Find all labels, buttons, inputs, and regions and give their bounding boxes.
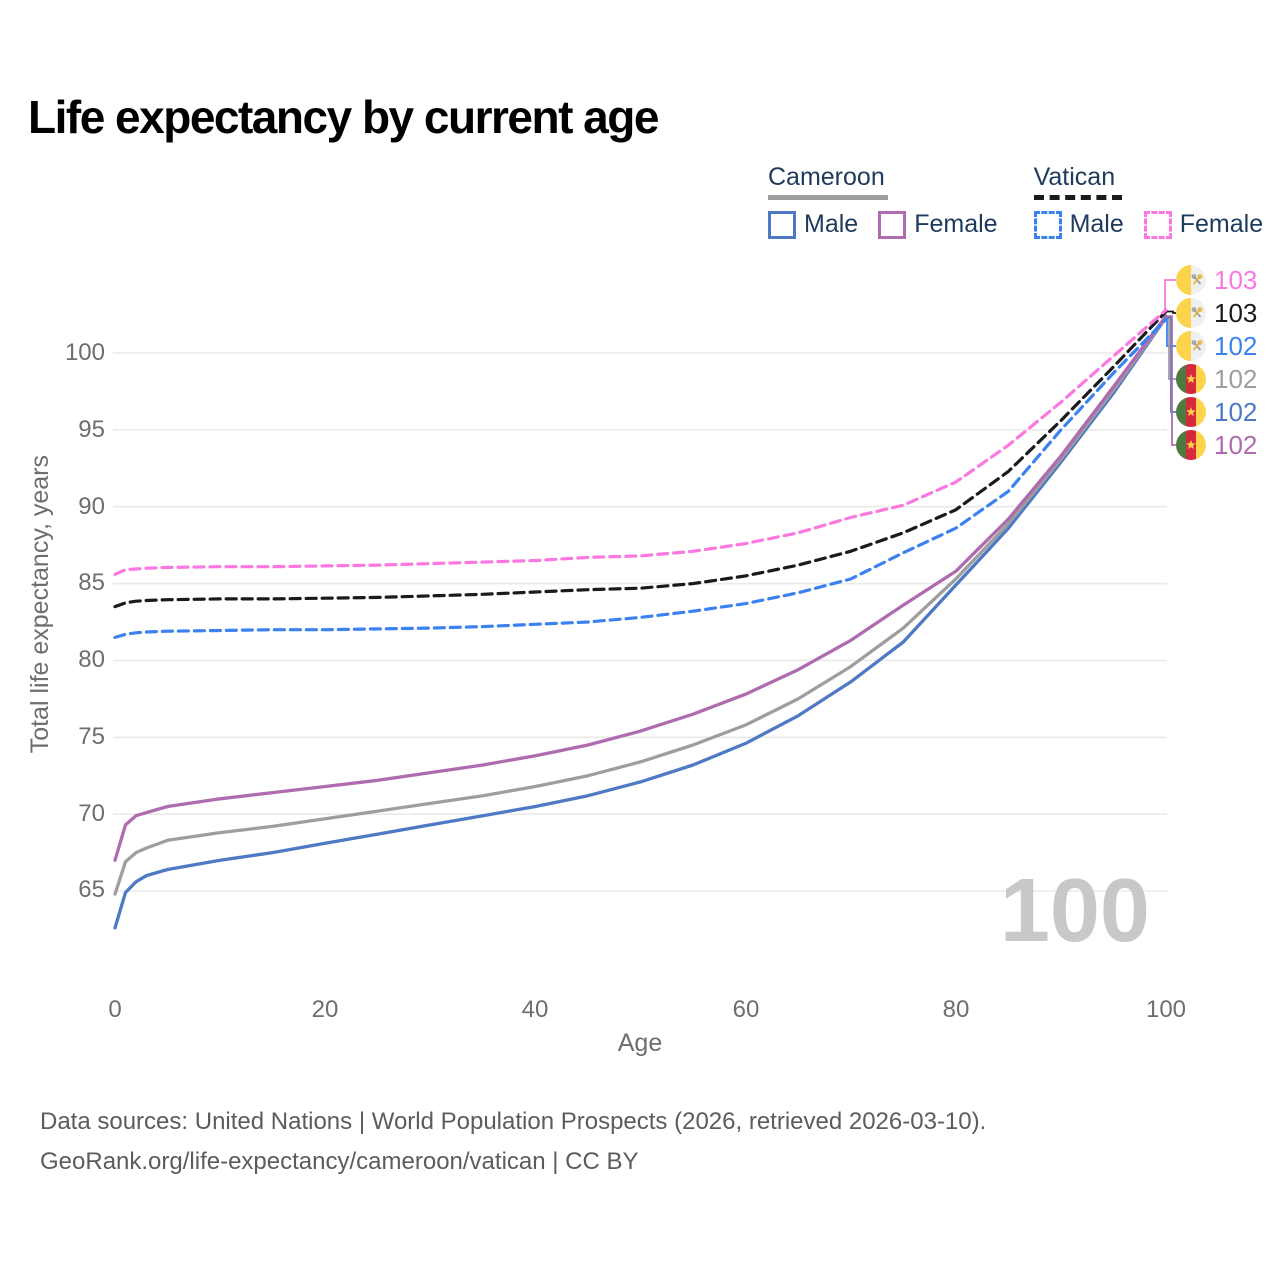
legend-group-title-cameroon: Cameroon	[768, 163, 885, 191]
y-tick-label: 65	[78, 876, 105, 903]
y-tick-label: 95	[78, 416, 105, 443]
y-tick-label: 70	[78, 800, 105, 827]
end-label-cameroon-combined: 102	[1176, 363, 1257, 395]
legend-swatch-solid-female-icon	[878, 210, 907, 239]
cameroon_female-connector	[1164, 315, 1176, 446]
legend-item-label: Female	[1179, 210, 1264, 238]
legend-item-cameroon-male[interactable]: Male	[768, 210, 858, 239]
cameroon_combined-connector	[1164, 315, 1176, 380]
vatican_female-line	[113, 308, 1168, 576]
cameroon-flag-icon	[1176, 364, 1206, 394]
y-tick-label: 80	[78, 646, 105, 673]
legend-item-vatican-male[interactable]: Male	[1033, 210, 1124, 239]
vatican-flag-icon	[1176, 298, 1206, 328]
legend-line-sample-solid	[768, 195, 888, 200]
end-label-vatican-male: 102	[1176, 330, 1257, 362]
legend-group-vatican: Vatican Male Female	[1033, 163, 1264, 239]
vatican-flag-icon	[1176, 331, 1206, 361]
end-label-value: 103	[1214, 297, 1258, 328]
y-tick-label: 85	[78, 569, 105, 596]
vatican_combined-connector	[1164, 310, 1176, 314]
end-label-cameroon-female: 102	[1176, 429, 1257, 461]
legend-item-label: Male	[804, 210, 859, 238]
end-label-vatican-combined: 103	[1176, 297, 1257, 329]
vatican_male-connector	[1164, 318, 1176, 347]
cameroon_male-connector	[1164, 316, 1176, 413]
legend-swatch-dashed-female-icon	[1143, 210, 1172, 239]
legend-group-title-vatican: Vatican	[1033, 163, 1116, 191]
cameroon-flag-icon	[1176, 397, 1206, 427]
legend: Cameroon Male Female Vatican Male	[768, 163, 1263, 239]
age-watermark: 100	[999, 861, 1150, 961]
cameroon_male-line	[113, 315, 1168, 930]
end-label-cameroon-male: 102	[1176, 396, 1257, 428]
end-label-value: 102	[1214, 330, 1258, 361]
legend-item-vatican-female[interactable]: Female	[1143, 210, 1264, 239]
x-tick-label: 40	[521, 996, 549, 1023]
y-axis-title: Total life expectancy, years	[26, 455, 54, 754]
y-tick-label: 100	[64, 339, 105, 366]
page-title: Life expectancy by current age	[28, 91, 659, 143]
legend-item-label: Female	[914, 210, 998, 238]
end-label-value: 102	[1214, 429, 1258, 460]
legend-item-label: Male	[1069, 210, 1124, 238]
y-tick-label: 75	[78, 723, 105, 750]
x-tick-label: 60	[732, 996, 760, 1023]
attribution-note: GeoRank.org/life-expectancy/cameroon/vat…	[40, 1148, 639, 1175]
legend-swatch-solid-male-icon	[768, 210, 796, 239]
x-tick-label: 80	[942, 996, 970, 1023]
x-axis-title: Age	[617, 1029, 663, 1057]
vatican_combined-line	[113, 309, 1168, 609]
legend-swatch-dashed-male-icon	[1033, 210, 1062, 239]
vatican-flag-icon	[1176, 265, 1206, 295]
cameroon_combined-line	[113, 315, 1168, 896]
x-tick-label: 0	[108, 996, 122, 1023]
x-tick-label: 20	[311, 996, 339, 1023]
x-tick-label: 100	[1145, 996, 1187, 1023]
end-label-value: 102	[1214, 396, 1258, 427]
legend-item-cameroon-female[interactable]: Female	[878, 210, 998, 239]
end-label-value: 102	[1214, 363, 1258, 394]
data-sources-note: Data sources: United Nations | World Pop…	[40, 1108, 987, 1135]
vatican_male-line	[113, 317, 1168, 640]
vatican_female-connector	[1164, 279, 1176, 311]
y-tick-label: 90	[78, 493, 105, 520]
cameroon-flag-icon	[1176, 430, 1206, 460]
end-label-value: 103	[1214, 264, 1258, 295]
legend-line-sample-dashed	[1033, 195, 1122, 200]
legend-group-cameroon: Cameroon Male Female	[768, 163, 998, 239]
cameroon_female-line	[113, 314, 1168, 862]
end-label-vatican-female: 103	[1176, 264, 1257, 296]
